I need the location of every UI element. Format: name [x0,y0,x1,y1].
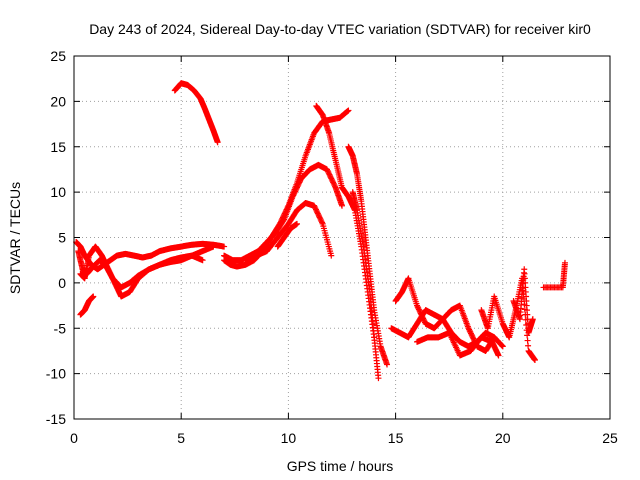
series-track-l [349,189,378,341]
series-track-i [274,220,300,250]
series-track-m [388,307,506,350]
chart-title: Day 243 of 2024, Sidereal Day-to-day VTE… [89,21,591,37]
y-tick-label: 5 [58,230,66,246]
y-tick-label: 20 [50,93,66,109]
x-axis-label: GPS time / hours [287,458,394,474]
data-point [293,220,300,227]
data-point [371,334,378,341]
data-point [375,375,382,382]
data-point [529,316,536,323]
data-point [214,139,221,146]
axis-ticks: 0 5 10 15 20 25 -15 -10 -5 0 5 10 15 20 25 [46,48,618,446]
data-point [531,357,538,364]
data-point [561,259,568,266]
series-track-o [414,329,502,359]
y-tick-label: -10 [46,366,66,382]
series-track-f [221,107,352,270]
data-point [319,219,326,226]
y-tick-label: 0 [58,275,66,291]
grid-lines [74,56,610,419]
data-point [328,252,335,259]
x-tick-label: 0 [70,430,78,446]
series-track-d [77,293,97,318]
series-track-r [540,259,568,291]
data-point [210,243,217,250]
data-point [384,361,391,368]
data-point [221,243,228,250]
series-track-q [510,266,536,336]
series-track-c [77,243,206,300]
y-tick-label: 15 [50,139,66,155]
y-axis-label: SDTVAR / TECUs [7,182,23,294]
series-track-k [345,143,391,368]
y-tick-label: 25 [50,48,66,64]
y-tick-label: 10 [50,184,66,200]
data-point [339,202,345,209]
series-track-e [171,80,221,146]
x-tick-label: 5 [177,430,185,446]
data-point [345,107,352,114]
data-point [495,352,502,359]
x-tick-label: 10 [281,430,297,446]
series-track-j [313,102,382,382]
series-track-n [392,275,498,354]
y-tick-label: -15 [46,411,66,427]
data-point [498,342,505,349]
data-point [491,334,498,341]
data-point [524,337,531,344]
x-tick-label: 25 [602,430,618,446]
x-tick-label: 20 [495,430,511,446]
y-tick-label: -5 [54,320,67,336]
series-track-h [242,200,335,264]
data-point [90,293,97,300]
data-point [499,342,506,349]
data-points [73,80,568,382]
data-point [199,257,206,264]
data-point [490,335,497,342]
data-point [525,342,532,349]
x-tick-label: 15 [388,430,404,446]
data-point [499,343,506,350]
